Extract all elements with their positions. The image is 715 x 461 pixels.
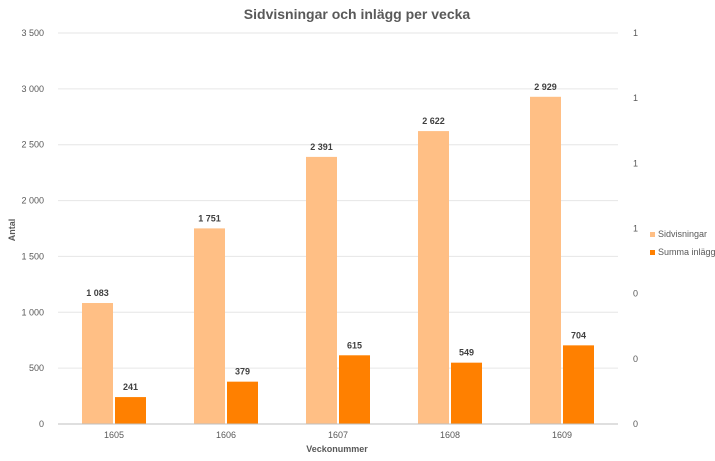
y-axis-ticks: 0 500 1 000 1 500 2 000 2 500 3 000 3 500 [21,28,44,429]
y2-tick-label: 0 [633,354,638,364]
y2-tick-label: 0 [633,419,638,429]
legend-label: Sidvisningar [658,229,707,239]
data-label: 241 [123,382,138,392]
y-tick-label: 3 000 [21,84,44,94]
y2-tick-label: 1 [633,93,638,103]
bar-summa-inlägg [339,355,370,424]
legend-label: Summa inlägg [658,247,715,257]
y-tick-label: 2 500 [21,140,44,150]
bar-sidvisningar [306,156,337,424]
gridlines [58,32,618,369]
bars [82,96,594,425]
legend-swatch [650,232,655,237]
bar-sidvisningar [418,131,449,424]
data-label: 704 [571,330,586,340]
bar-sidvisningar [194,228,225,424]
y2-tick-label: 0 [633,289,638,299]
data-label: 2 391 [310,142,333,152]
x-tick-label: 1609 [552,430,572,440]
data-label: 549 [459,348,474,358]
y-tick-label: 1 000 [21,307,44,317]
x-axis-ticks: 1605 1606 1607 1608 1609 [104,430,572,440]
data-labels: 1 083 241 1 751 379 2 391 615 2 622 549 2 929 704 [86,82,586,392]
y-tick-label: 0 [39,419,44,429]
y-axis-title: Antal [7,219,17,242]
x-tick-label: 1608 [440,430,460,440]
bar-summa-inlägg [115,397,146,424]
data-label: 1 751 [198,213,221,223]
x-axis-title: Veckonummer [306,444,368,454]
chart-title: Sidvisningar och inlägg per vecka [244,6,471,22]
bar-summa-inlägg [227,381,258,424]
y2-tick-label: 1 [633,28,638,38]
data-label: 615 [347,340,362,350]
y2-tick-label: 1 [633,224,638,234]
y2-tick-label: 1 [633,158,638,168]
data-label: 2 929 [534,82,557,92]
data-label: 379 [235,367,250,377]
legend: Sidvisningar Summa inlägg [650,229,715,257]
x-tick-label: 1607 [328,430,348,440]
y-tick-label: 500 [29,363,44,373]
data-label: 1 083 [86,288,109,298]
data-label: 2 622 [422,116,445,126]
y-tick-label: 2 000 [21,196,44,206]
y-tick-label: 3 500 [21,28,44,38]
x-tick-label: 1606 [216,430,236,440]
legend-swatch [650,250,655,255]
bar-summa-inlägg [451,362,482,424]
bar-summa-inlägg [563,345,594,424]
bar-sidvisningar [82,303,113,424]
y-tick-label: 1 500 [21,251,44,261]
x-tick-label: 1605 [104,430,124,440]
secondary-y-axis-ticks: 0 0 0 1 1 1 1 [633,28,638,429]
bar-sidvisningar [530,96,561,425]
